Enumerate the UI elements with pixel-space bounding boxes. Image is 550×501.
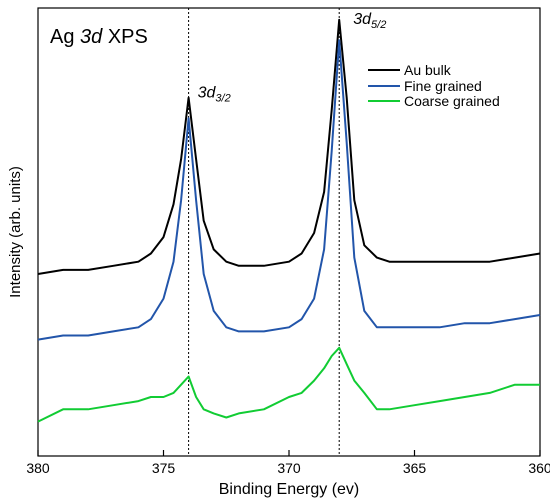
x-tick-label-360: 360 — [528, 460, 550, 476]
plot-frame — [37, 7, 541, 457]
x-axis-ticks: 380 375 370 365 360 — [26, 450, 550, 476]
x-tick-label-375: 375 — [152, 460, 176, 476]
chart-title-prefix: Ag — [50, 26, 80, 48]
x-tick-label-365: 365 — [403, 460, 427, 476]
plot-frame-group — [37, 7, 541, 457]
chart-title-italic: 3d — [80, 26, 103, 48]
series-line-coarse-grained — [37, 346, 540, 423]
x-tick-label-370: 370 — [277, 460, 301, 476]
legend-label-coarse-grained: Coarse grained — [404, 93, 500, 109]
legend: Au bulk Fine grained Coarse grained — [368, 62, 500, 109]
chart-title: Ag 3d XPS — [50, 26, 148, 48]
series-line-fine-grained — [37, 39, 541, 341]
peak-label-3d32: 3d3/2 — [198, 85, 231, 105]
peak-label-3d52: 3d5/2 — [353, 11, 386, 31]
x-axis-label: Binding Energy (ev) — [219, 481, 360, 498]
legend-label-au-bulk: Au bulk — [404, 62, 452, 78]
peak-label-3d52-base: 3d — [353, 11, 372, 28]
peak-label-3d32-sub: 3/2 — [215, 93, 230, 105]
reference-lines — [188, 8, 340, 456]
legend-label-fine-grained: Fine grained — [404, 78, 482, 94]
x-tick-label-380: 380 — [26, 460, 50, 476]
chart-title-suffix: XPS — [102, 26, 148, 48]
peak-label-3d32-base: 3d — [198, 85, 217, 102]
series-line-au-bulk — [37, 18, 541, 275]
peak-label-3d52-sub: 5/2 — [371, 19, 386, 31]
series-group — [37, 18, 541, 423]
y-axis-label: Intensity (arb. units) — [7, 166, 24, 298]
